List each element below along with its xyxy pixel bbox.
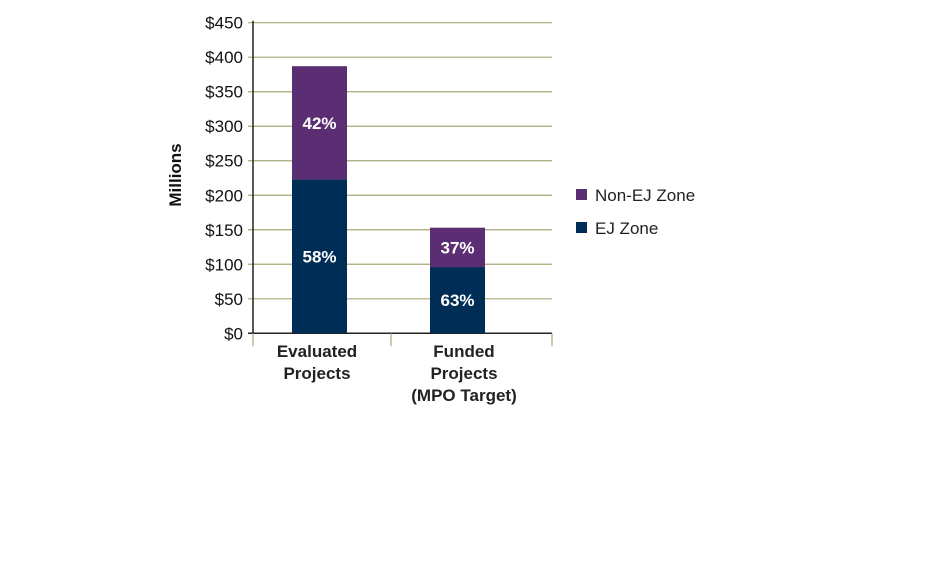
legend-label: EJ Zone (595, 219, 658, 238)
x-category-label: (MPO Target) (411, 386, 516, 405)
bar-segment (292, 179, 347, 334)
bar-segment (430, 267, 485, 334)
y-tick-label: $200 (205, 186, 243, 205)
y-tick-label: $300 (205, 117, 243, 136)
data-label: 58% (302, 247, 336, 266)
legend-swatch (576, 189, 587, 200)
y-tick-label: $350 (205, 83, 243, 102)
data-label: 37% (440, 238, 474, 257)
y-tick-label: $400 (205, 48, 243, 67)
data-label: 42% (302, 114, 336, 133)
legend-swatch (576, 222, 587, 233)
x-category-label: Projects (430, 364, 497, 383)
y-tick-label: $150 (205, 221, 243, 240)
y-tick-label: $50 (215, 290, 243, 309)
x-category-label: Projects (283, 364, 350, 383)
bar-segment (292, 66, 347, 180)
bar-segment (430, 227, 485, 268)
x-category-label: Evaluated (277, 342, 357, 361)
x-category-label: Funded (433, 342, 494, 361)
y-axis-label: Millions (166, 143, 185, 206)
y-tick-label: $100 (205, 255, 243, 274)
legend-label: Non-EJ Zone (595, 186, 695, 205)
y-tick-label: $450 (205, 14, 243, 33)
y-tick-label: $0 (224, 324, 243, 343)
y-tick-label: $250 (205, 152, 243, 171)
data-label: 63% (440, 291, 474, 310)
